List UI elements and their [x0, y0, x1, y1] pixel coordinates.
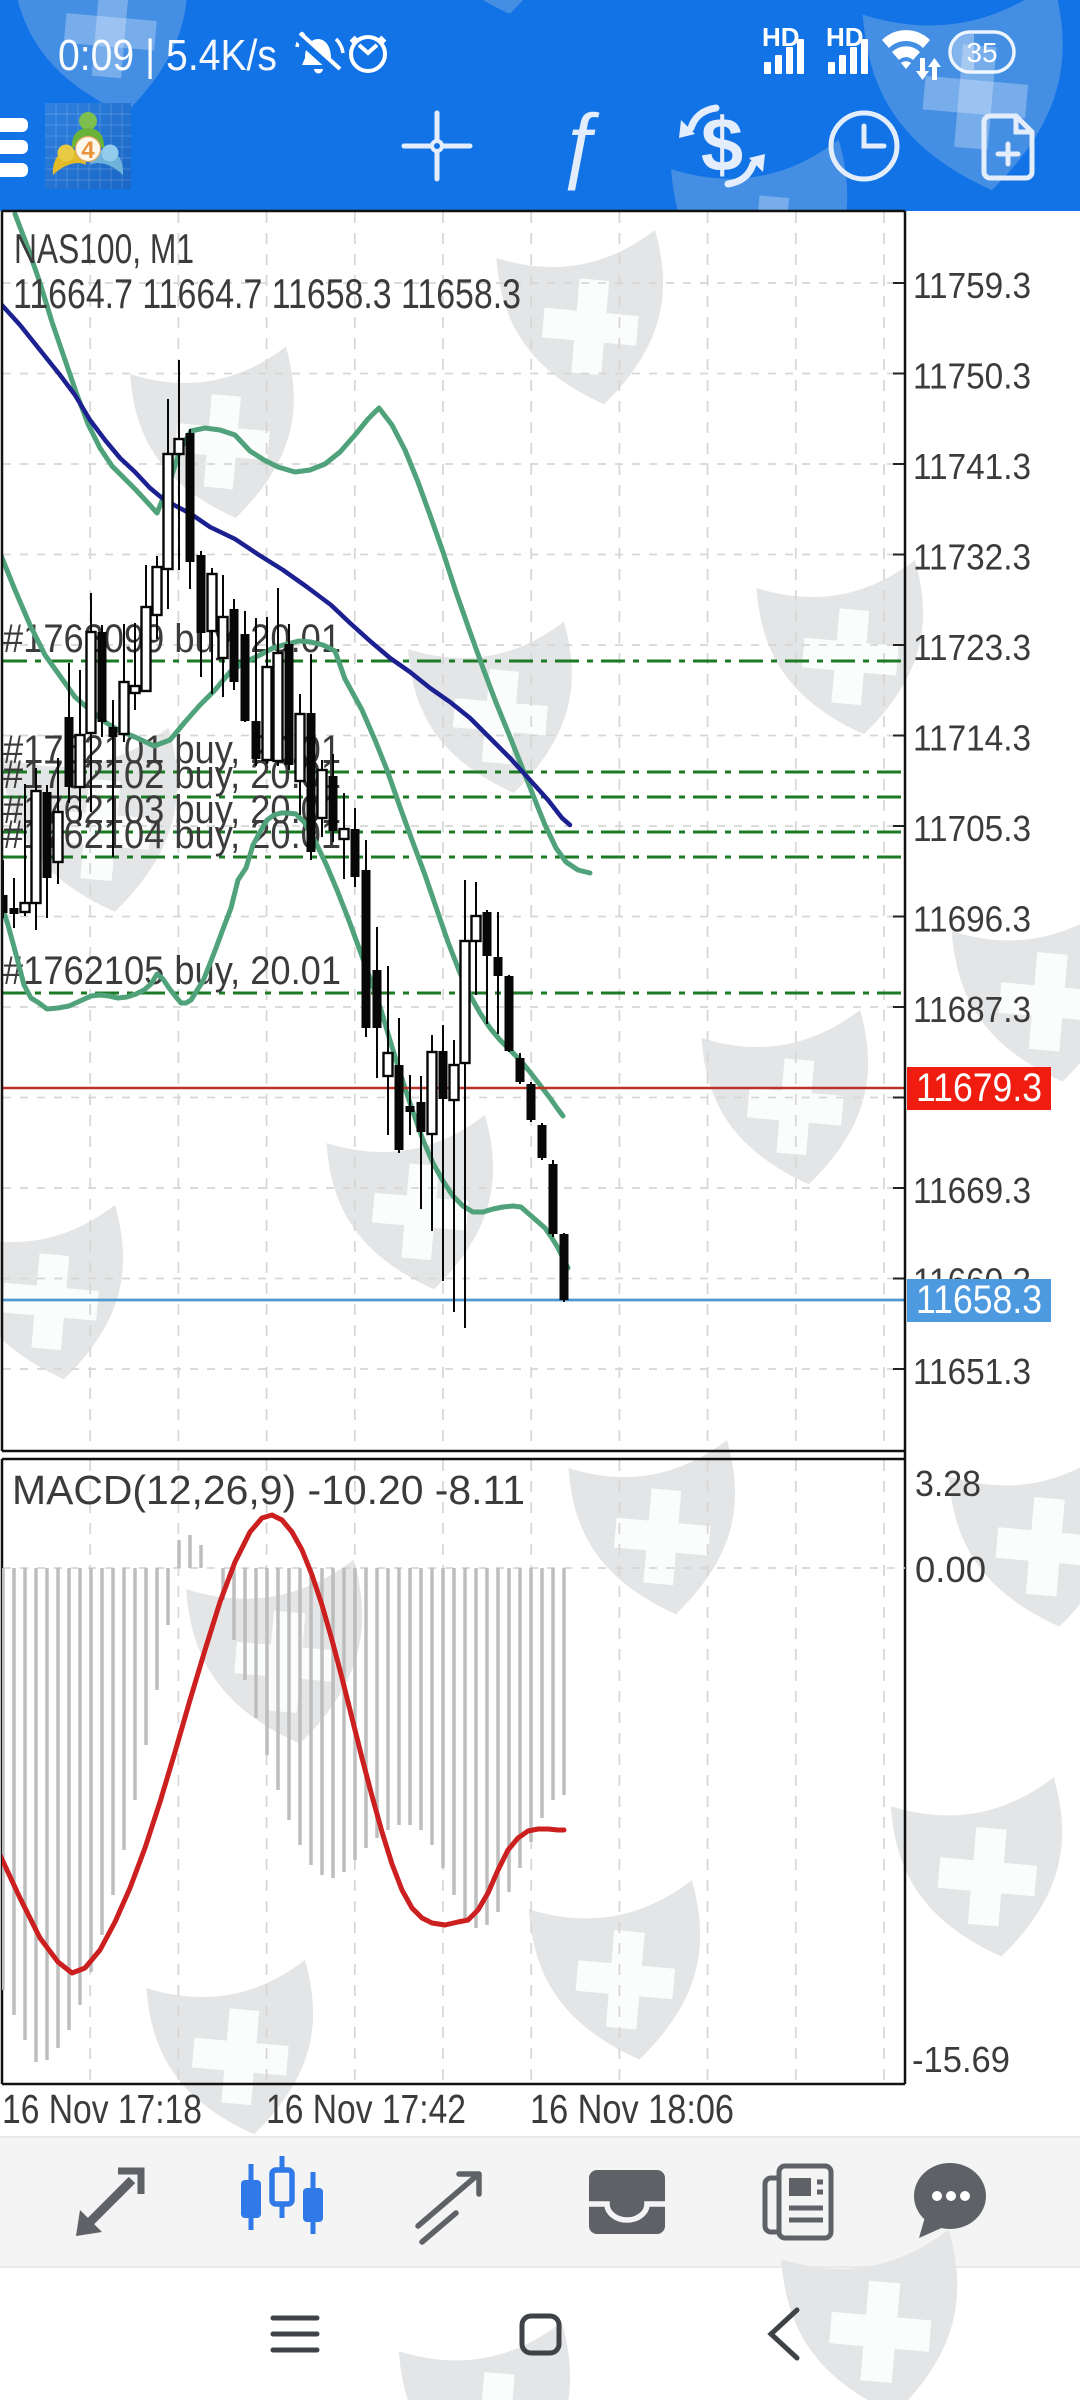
svg-text:#1762105 buy, 20.01: #1762105 buy, 20.01 [3, 949, 341, 993]
svg-text:11696.3: 11696.3 [913, 899, 1031, 940]
svg-text:16 Nov 18:06: 16 Nov 18:06 [530, 2086, 734, 2132]
svg-text:11664.7 11664.7 11658.3 11658.: 11664.7 11664.7 11658.3 11658.3 [13, 270, 521, 317]
svg-text:16 Nov 17:18: 16 Nov 17:18 [2, 2086, 202, 2132]
svg-text:NAS100, M1: NAS100, M1 [14, 225, 194, 272]
svg-text:11687.3: 11687.3 [913, 989, 1031, 1030]
svg-text:11732.3: 11732.3 [913, 537, 1031, 578]
svg-text:11750.3: 11750.3 [913, 356, 1031, 397]
svg-text:4: 4 [81, 137, 95, 164]
svg-text:11741.3: 11741.3 [913, 446, 1031, 487]
svg-text:11658.3: 11658.3 [916, 1278, 1042, 1322]
svg-text:11705.3: 11705.3 [913, 808, 1031, 849]
svg-text:11723.3: 11723.3 [913, 627, 1031, 668]
svg-text:11651.3: 11651.3 [913, 1351, 1031, 1392]
svg-text:$: $ [701, 103, 743, 188]
svg-text:11669.3: 11669.3 [913, 1170, 1031, 1211]
svg-text:ƒ: ƒ [556, 96, 603, 191]
svg-text:HD: HD [762, 22, 800, 52]
svg-text:-15.69: -15.69 [912, 2039, 1010, 2080]
svg-text:0:09 | 5.4K/s: 0:09 | 5.4K/s [58, 31, 277, 80]
svg-text:MACD(12,26,9) -10.20 -8.11: MACD(12,26,9) -10.20 -8.11 [12, 1467, 525, 1513]
svg-text:16 Nov 17:42: 16 Nov 17:42 [266, 2086, 466, 2132]
svg-text:11759.3: 11759.3 [913, 265, 1031, 306]
svg-text:11714.3: 11714.3 [913, 718, 1031, 759]
svg-text:11679.3: 11679.3 [916, 1066, 1042, 1110]
svg-text:35: 35 [966, 37, 997, 68]
svg-text:0.00: 0.00 [915, 1549, 986, 1590]
svg-text:HD: HD [826, 22, 864, 52]
svg-text:3.28: 3.28 [915, 1463, 981, 1504]
